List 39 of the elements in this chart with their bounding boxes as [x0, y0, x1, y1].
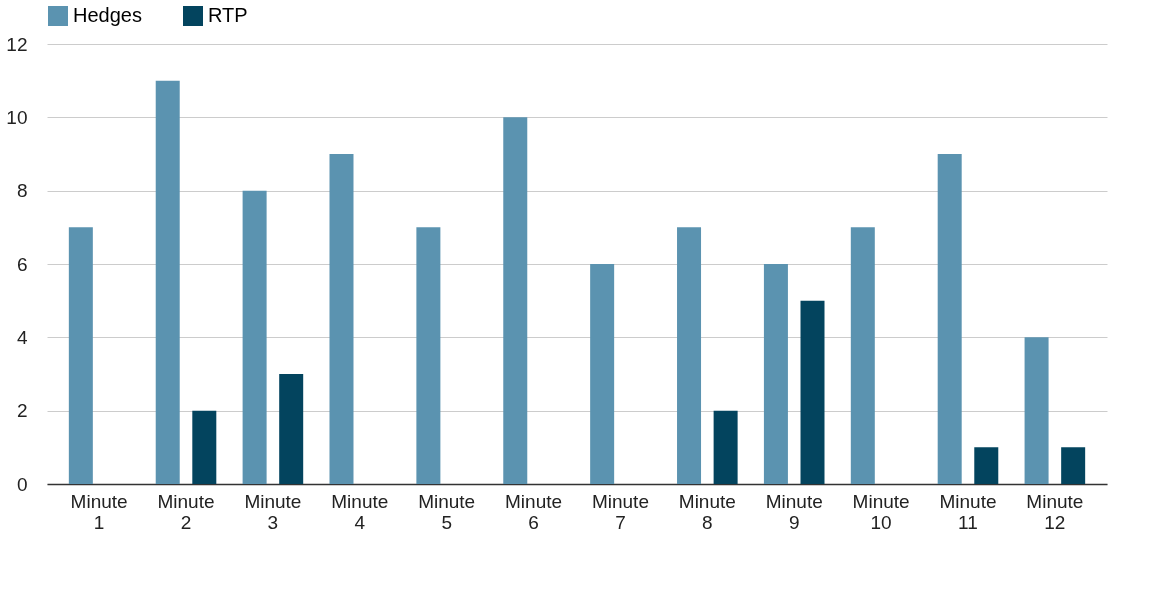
x-tick-label: Minute 11 [939, 490, 997, 533]
bar [416, 227, 441, 484]
bar [974, 447, 999, 484]
y-tick-label: 2 [16, 400, 28, 422]
y-tick-label: 0 [16, 473, 28, 495]
legend-label: Hedges [73, 4, 142, 26]
y-tick-label: 4 [16, 326, 28, 348]
x-tick-label: Minute 10 [852, 490, 910, 533]
bar [937, 154, 962, 484]
bar [192, 410, 217, 484]
y-tick-label: 8 [16, 180, 28, 202]
x-tick-label: Minute 1 [70, 490, 128, 533]
x-tick-label: Minute 5 [418, 490, 476, 533]
bar [850, 227, 875, 484]
y-tick-label: 12 [6, 33, 28, 55]
bar [763, 264, 788, 484]
bar [68, 227, 93, 484]
bar [242, 190, 267, 484]
x-tick-label: Minute 9 [765, 490, 823, 533]
bar [1061, 447, 1086, 484]
x-tick-label: Minute 2 [157, 490, 215, 533]
x-tick-label: Minute 4 [331, 490, 389, 533]
bar [155, 80, 180, 484]
x-tick-label: Minute 6 [505, 490, 563, 533]
x-tick-label: Minute 8 [678, 490, 736, 533]
x-tick-label: Minute 12 [1026, 490, 1084, 533]
bar [713, 410, 738, 484]
x-tick-label: Minute 3 [244, 490, 302, 533]
bar [279, 374, 304, 484]
bar [800, 300, 825, 484]
bar [329, 154, 354, 484]
y-tick-label: 10 [6, 106, 28, 128]
bar [1024, 337, 1049, 484]
y-tick-label: 6 [16, 253, 28, 275]
legend-label: RTP [208, 4, 248, 26]
bar [590, 264, 615, 484]
bar [503, 117, 528, 484]
x-tick-label: Minute 7 [591, 490, 649, 533]
bar [677, 227, 702, 484]
